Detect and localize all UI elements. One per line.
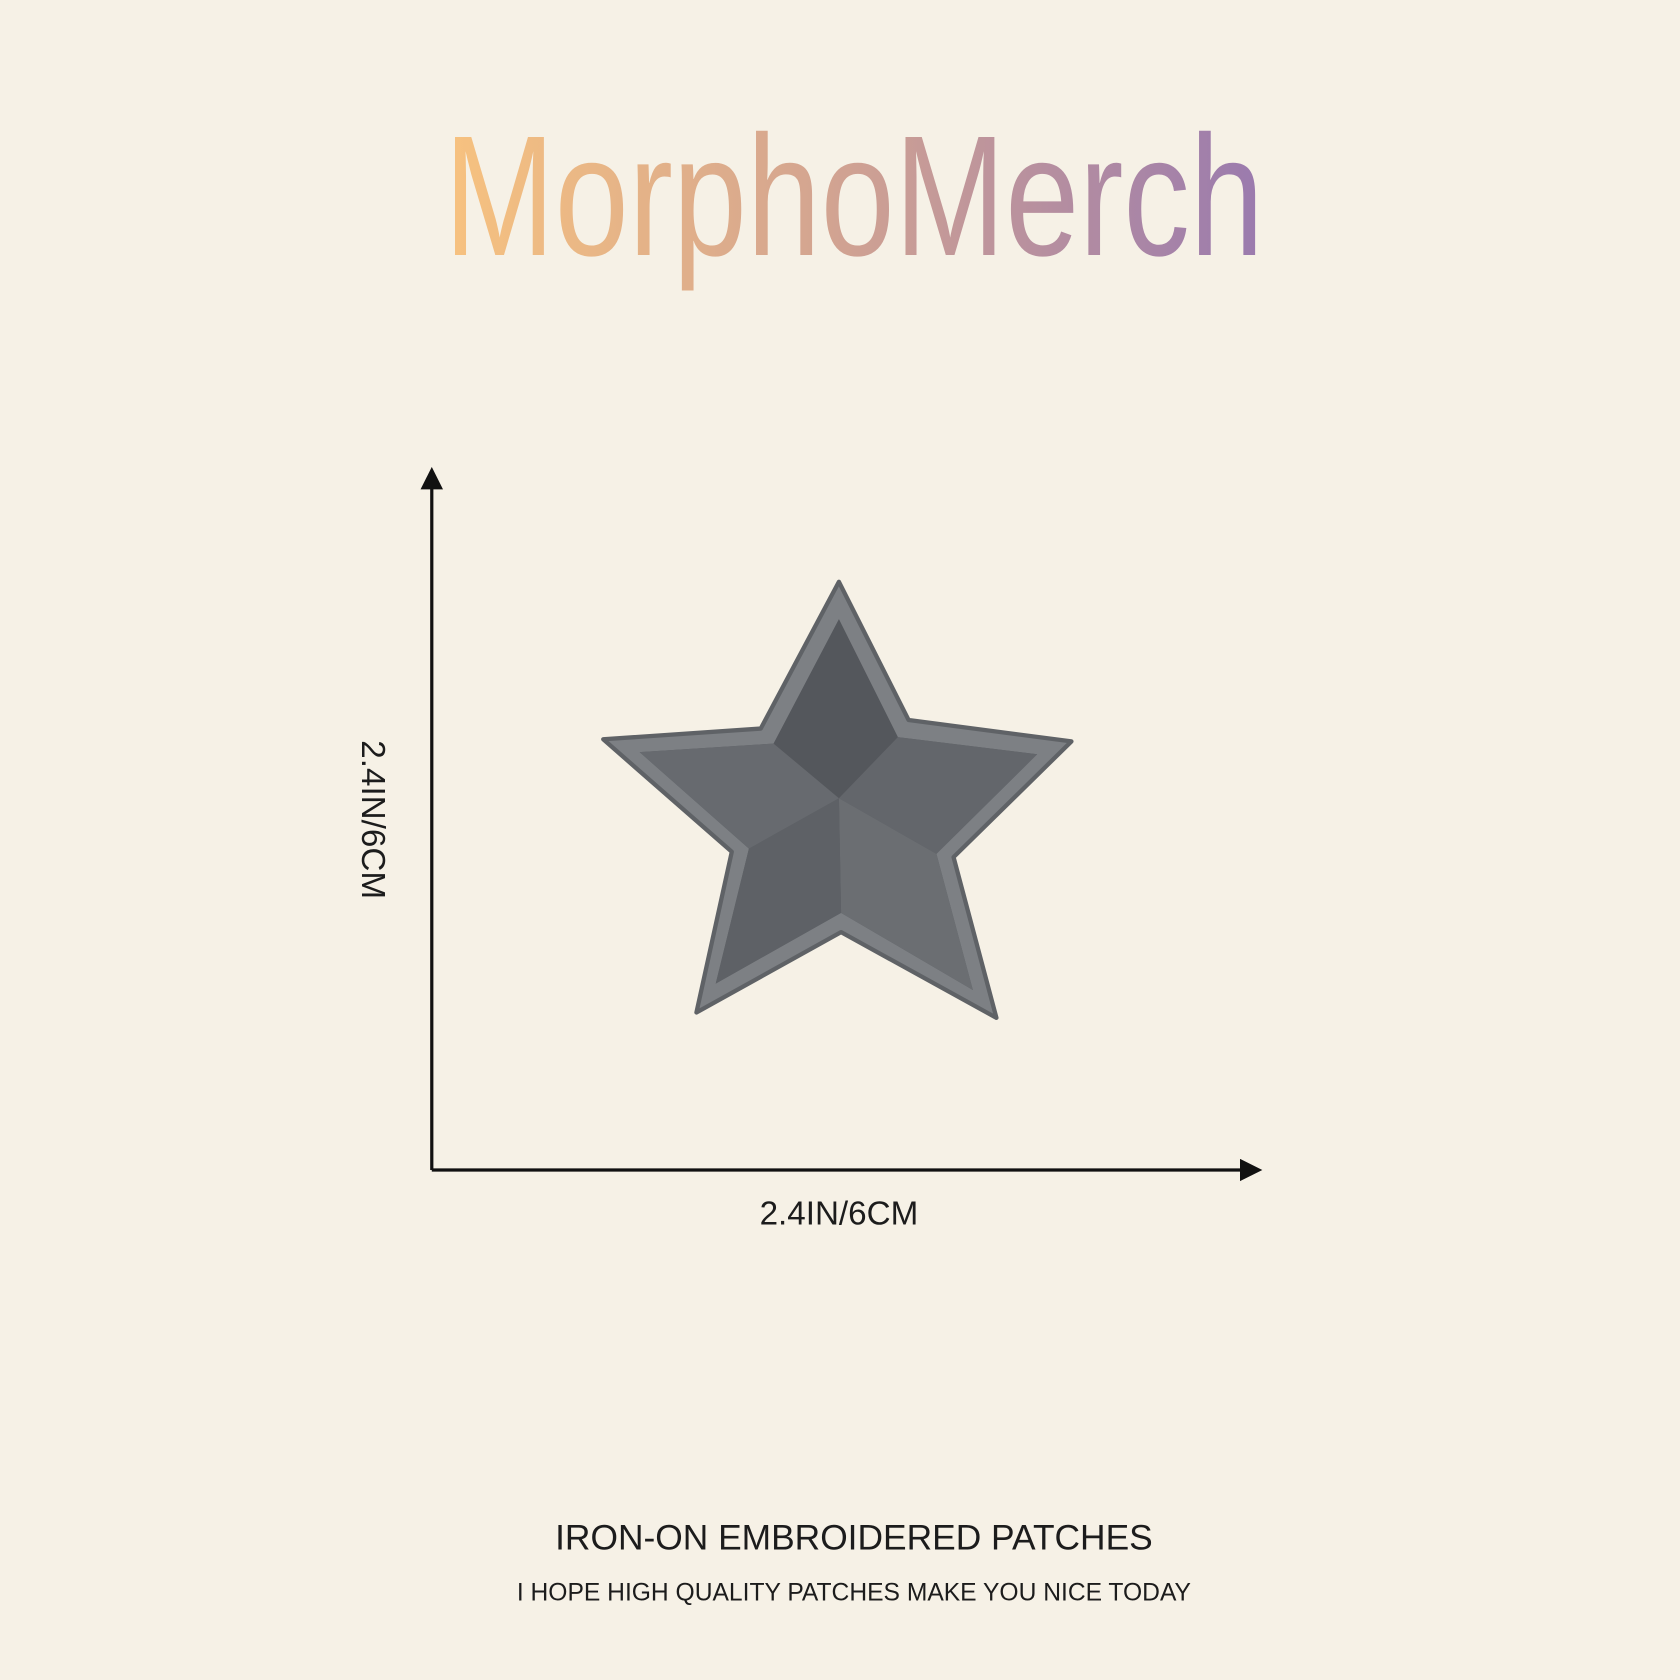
height-label: 2.4IN/6CM <box>354 740 391 899</box>
width-label: 2.4IN/6CM <box>760 1196 919 1233</box>
footer-title: IRON-ON EMBROIDERED PATCHES <box>555 1518 1153 1557</box>
brand-logo: MorphoMerch <box>444 101 1264 292</box>
footer-subtitle: I HOPE HIGH QUALITY PATCHES MAKE YOU NIC… <box>517 1580 1191 1607</box>
star-patch <box>601 579 1074 1020</box>
